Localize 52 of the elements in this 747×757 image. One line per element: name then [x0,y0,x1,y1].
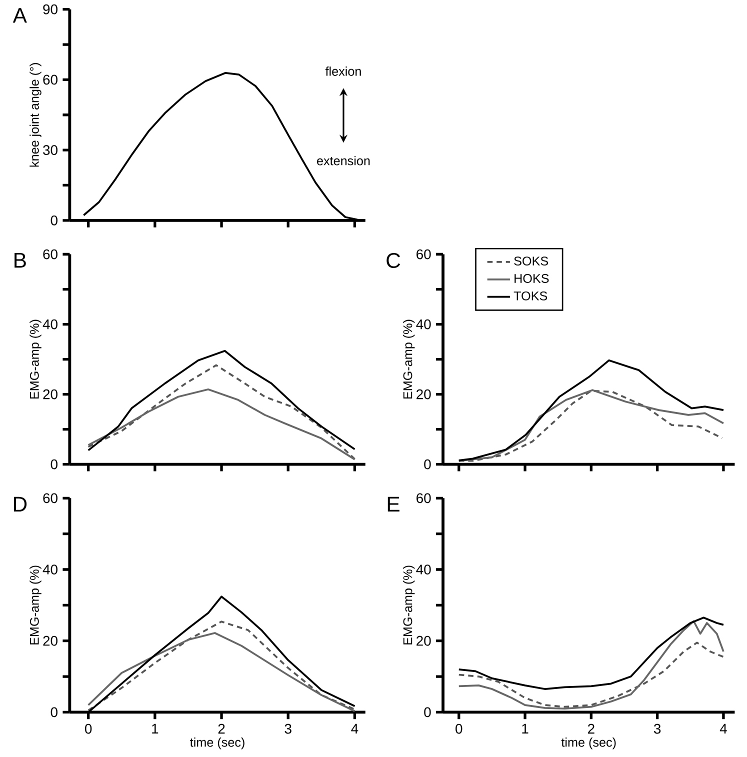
y-tick-label: 20 [43,389,58,400]
y-tick-label: 40 [43,319,58,330]
x-tick-label: 2 [218,724,225,734]
y-tick-label: 40 [43,564,58,574]
annotation: extension [317,156,370,166]
y-tick-label: 40 [416,319,431,330]
y-tick-label: 0 [50,215,58,226]
y-tick-label: 0 [424,459,431,470]
y-axis-title: EMG-amp (%) [403,566,415,644]
x-tick-label: 4 [351,724,358,734]
x-axis-title: time (sec) [562,738,616,750]
x-tick-label: 2 [588,724,595,734]
y-tick-label: 20 [416,389,431,400]
y-tick-label: 0 [50,459,58,470]
legend-label: SOKS [514,256,548,266]
x-tick-label: 0 [85,724,92,734]
chart-title: B [14,252,26,268]
y-tick-label: 60 [416,493,431,504]
y-axis-title: EMG-amp (%) [30,566,42,644]
y-tick-label: 60 [416,249,431,260]
y-tick-label: 20 [416,636,431,646]
chart-title: C [386,252,400,268]
chart-title: E [388,496,400,512]
y-axis-title: knee joint angle (°) [30,63,42,167]
legend-label: TOKS [514,291,548,300]
y-tick-label: 90 [43,4,58,14]
y-tick-label: 0 [50,707,58,718]
line-series [458,616,725,690]
line-series [88,388,356,460]
y-axis-title: EMG-amp (%) [30,320,42,399]
y-axis-title: EMG-amp (%) [403,320,415,399]
y-tick-label: 60 [43,493,58,504]
chart-title: A [13,8,28,23]
x-axis-title: time (sec) [190,738,245,750]
line-series [458,642,725,708]
line-series [88,350,356,452]
x-tick-label: 3 [284,724,292,734]
y-tick-label: 20 [43,636,58,646]
chart-title: D [14,496,27,512]
y-tick-label: 30 [43,145,58,155]
annotation: flexion [326,66,362,76]
x-tick-label: 1 [152,724,158,734]
y-tick-label: 40 [416,564,431,574]
line-series [88,364,356,460]
y-tick-label: 60 [43,249,58,260]
legend-label: HOKS [514,274,549,283]
x-tick-label: 4 [720,724,728,734]
y-tick-label: 0 [424,707,431,718]
y-tick-label: 60 [43,74,58,85]
x-tick-label: 0 [456,724,462,734]
x-tick-label: 1 [522,724,528,734]
x-tick-label: 3 [654,724,661,734]
